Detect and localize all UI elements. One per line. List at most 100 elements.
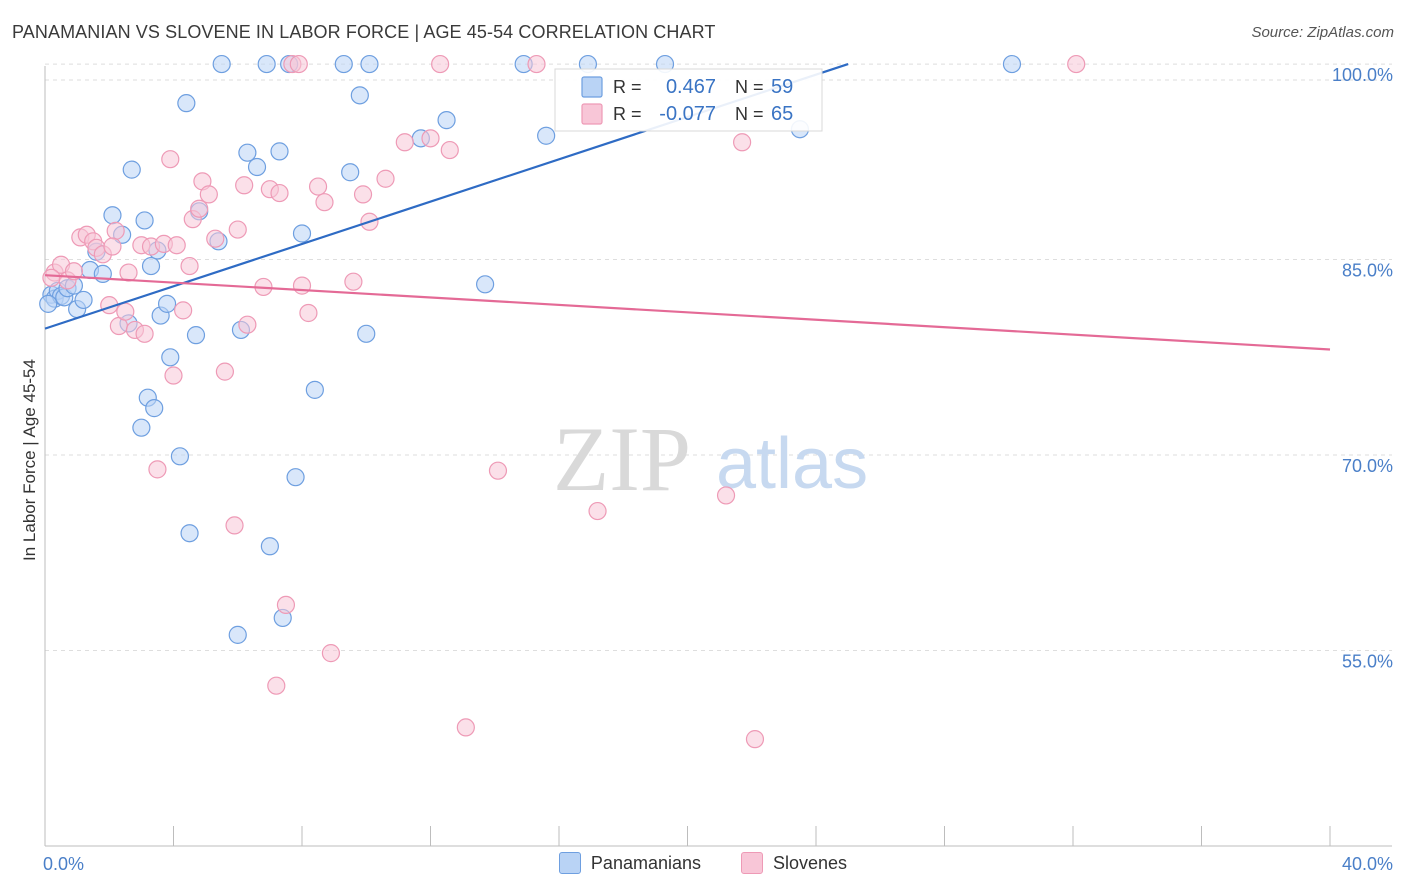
legend-swatch-slovenes xyxy=(741,852,763,874)
scatter-point-slovenes xyxy=(456,718,475,737)
scatter-point-panamanians xyxy=(177,94,196,113)
scatter-point-slovenes xyxy=(716,486,736,505)
watermark: ZIP atlas xyxy=(553,408,868,510)
scatter-point-slovenes xyxy=(42,268,61,287)
scatter-point-panamanians xyxy=(157,294,177,313)
scatter-point-slovenes xyxy=(745,730,765,749)
scatter-point-panamanians xyxy=(341,163,360,182)
scatter-point-slovenes xyxy=(180,256,199,276)
scatter-point-slovenes xyxy=(106,221,125,240)
scatter-point-panamanians xyxy=(334,54,353,74)
stats-n-label: N = xyxy=(735,104,764,124)
y-axis-label: In Labor Force | Age 45-54 xyxy=(20,359,39,561)
points-layer xyxy=(39,54,1086,749)
scatter-point-slovenes xyxy=(215,362,234,381)
scatter-point-panamanians xyxy=(103,206,122,225)
scatter-point-slovenes xyxy=(299,303,318,323)
scatter-point-slovenes xyxy=(289,54,308,74)
chart-title: PANAMANIAN VS SLOVENE IN LABOR FORCE | A… xyxy=(12,22,716,42)
scatter-point-slovenes xyxy=(225,516,244,535)
scatter-point-slovenes xyxy=(733,133,752,152)
scatter-point-slovenes xyxy=(488,461,508,480)
scatter-point-panamanians xyxy=(357,324,376,343)
scatter-point-panamanians xyxy=(74,290,93,310)
legend-item-slovenes[interactable]: Slovenes xyxy=(741,852,847,874)
stats-swatch xyxy=(581,76,603,98)
scatter-point-panamanians xyxy=(260,537,279,556)
watermark-zip: ZIP xyxy=(553,408,691,510)
scatter-point-panamanians xyxy=(141,256,161,276)
scatter-point-slovenes xyxy=(588,501,607,521)
scatter-point-panamanians xyxy=(360,54,379,74)
x-tick-label: 0.0% xyxy=(43,854,84,874)
scatter-point-panamanians xyxy=(228,625,247,644)
source-label: Source: ZipAtlas.com xyxy=(1251,24,1394,41)
scatter-point-slovenes xyxy=(315,193,334,212)
scatter-point-slovenes xyxy=(421,129,440,148)
scatter-point-slovenes xyxy=(167,236,186,255)
legend-swatch-panamanians xyxy=(558,852,581,874)
watermark-atlas: atlas xyxy=(716,424,868,504)
stats-n-value: 65 xyxy=(771,103,793,125)
scatter-point-panamanians xyxy=(132,418,151,437)
stats-n-value: 59 xyxy=(771,76,793,98)
scatter-point-slovenes xyxy=(1067,54,1086,74)
scatter-point-slovenes xyxy=(164,366,183,385)
scatter-point-slovenes xyxy=(190,199,209,218)
scatter-point-slovenes xyxy=(527,54,546,74)
scatter-point-panamanians xyxy=(186,326,206,345)
scatter-point-panamanians xyxy=(537,126,556,145)
stats-r-value: -0.077 xyxy=(659,103,716,125)
scatter-point-slovenes xyxy=(321,644,341,663)
scatter-point-panamanians xyxy=(476,275,495,294)
scatter-point-panamanians xyxy=(437,111,456,130)
scatter-point-panamanians xyxy=(305,380,324,399)
legend: Panamanians Slovenes xyxy=(0,852,1406,874)
scatter-point-slovenes xyxy=(148,460,167,479)
axis-layer: 55.0% 70.0% 85.0% 100.0% 0.0% 40.0% xyxy=(43,65,1393,874)
stats-n-label: N = xyxy=(735,77,764,97)
scatter-point-slovenes xyxy=(206,229,225,248)
scatter-point-slovenes xyxy=(135,324,154,343)
stats-r-label: R = xyxy=(613,104,642,124)
stats-r-label: R = xyxy=(613,77,642,97)
scatter-point-slovenes xyxy=(116,302,135,321)
scatter-point-panamanians xyxy=(39,294,58,313)
scatter-point-slovenes xyxy=(174,301,193,320)
stats-swatch xyxy=(581,103,603,125)
scatter-point-panamanians xyxy=(161,348,180,367)
scatter-point-slovenes xyxy=(431,54,450,74)
scatter-point-panamanians xyxy=(270,142,289,161)
scatter-point-slovenes xyxy=(344,272,363,291)
scatter-point-slovenes xyxy=(440,140,459,160)
scatter-point-slovenes xyxy=(119,263,138,282)
y-tick-label: 100.0% xyxy=(1332,65,1393,85)
scatter-point-panamanians xyxy=(292,224,312,243)
legend-label-slovenes: Slovenes xyxy=(773,852,848,873)
scatter-point-slovenes xyxy=(161,150,180,169)
scatter-point-slovenes xyxy=(267,676,286,695)
scatter-point-slovenes xyxy=(199,185,218,204)
stats-r-value: 0.467 xyxy=(666,76,716,98)
y-tick-label: 85.0% xyxy=(1342,261,1393,281)
scatter-point-panamanians xyxy=(145,399,164,418)
legend-label-panamanians: Panamanians xyxy=(590,852,701,873)
stats-box: R = 0.467 N = 59 R = -0.077 N = 65 xyxy=(554,68,823,132)
scatter-point-panamanians xyxy=(212,54,231,74)
scatter-point-panamanians xyxy=(135,211,154,230)
scatter-point-slovenes xyxy=(228,220,247,239)
scatter-point-slovenes xyxy=(395,133,414,152)
scatter-point-slovenes xyxy=(308,177,328,196)
trend-line-slovenes xyxy=(44,274,1331,351)
scatter-point-slovenes xyxy=(270,183,289,203)
scatter-point-panamanians xyxy=(122,160,141,179)
scatter-point-panamanians xyxy=(257,54,276,74)
scatter-point-slovenes xyxy=(103,237,122,256)
scatter-point-panamanians xyxy=(350,86,369,105)
y-tick-label: 55.0% xyxy=(1342,652,1393,672)
legend-item-panamanians[interactable]: Panamanians xyxy=(558,852,701,874)
scatter-point-panamanians xyxy=(286,468,305,487)
scatter-point-panamanians xyxy=(180,524,199,543)
scatter-point-slovenes xyxy=(235,176,254,195)
